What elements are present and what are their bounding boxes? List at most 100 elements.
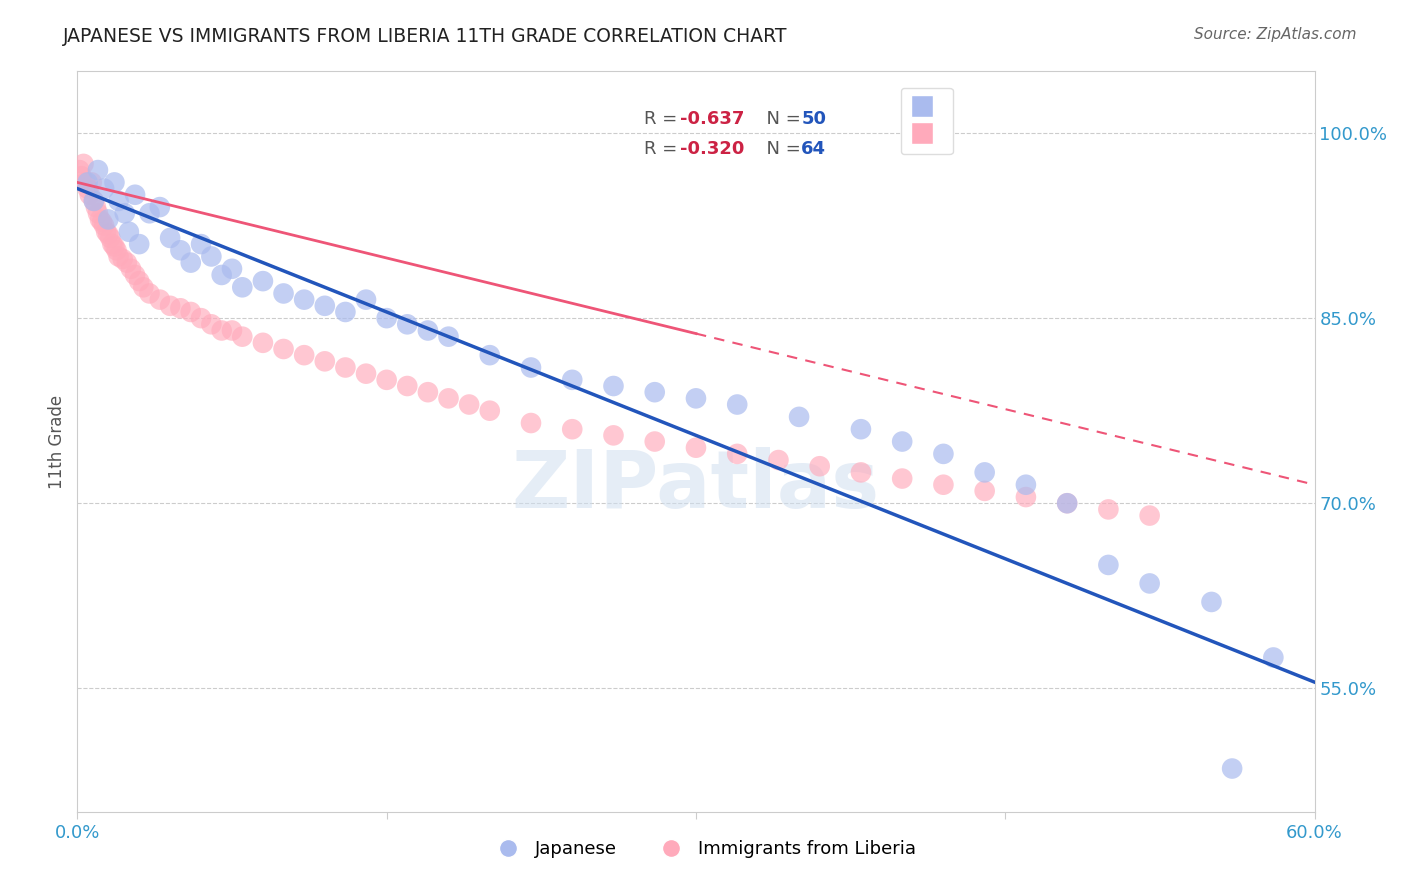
Point (120, 261, 142, 276)
Point (561, 422, 583, 436)
Point (375, 373, 398, 387)
Point (200, 318, 222, 332)
Point (1139, 576, 1161, 591)
Point (602, 428, 624, 442)
Point (111, 252, 134, 266)
Point (1015, 490, 1038, 504)
Point (335, 360, 357, 375)
Point (891, 434, 914, 449)
Text: 50: 50 (801, 111, 827, 128)
Point (76, 181, 98, 195)
Point (72, 157, 94, 171)
Point (107, 250, 129, 264)
Point (93, 181, 115, 195)
Point (1056, 496, 1078, 510)
Point (107, 194, 129, 208)
Point (169, 244, 191, 258)
Point (93, 219, 115, 233)
Point (80, 175, 103, 190)
Point (292, 293, 315, 307)
Point (768, 453, 790, 467)
Text: R =: R = (644, 111, 683, 128)
Point (1139, 508, 1161, 523)
Point (138, 286, 160, 301)
Point (83, 194, 105, 208)
Point (396, 318, 419, 332)
Point (70, 169, 93, 184)
Text: -0.320: -0.320 (681, 140, 744, 158)
Point (273, 286, 295, 301)
Point (1201, 595, 1223, 609)
Point (200, 250, 222, 264)
Text: N =: N = (755, 140, 807, 158)
Point (97, 227, 120, 242)
Text: Source: ZipAtlas.com: Source: ZipAtlas.com (1194, 27, 1357, 42)
Point (273, 342, 295, 356)
Point (1015, 477, 1038, 491)
Point (180, 305, 202, 319)
Point (84, 200, 107, 214)
Point (103, 175, 125, 190)
Point (973, 466, 995, 480)
Point (96, 225, 118, 239)
Point (973, 483, 995, 498)
Point (124, 187, 146, 202)
Point (75, 175, 97, 190)
Point (1220, 762, 1243, 776)
Point (128, 274, 150, 288)
Point (478, 348, 501, 362)
Point (231, 280, 253, 294)
Point (314, 354, 336, 368)
Point (787, 409, 810, 424)
Point (354, 293, 377, 307)
Point (396, 379, 419, 393)
Point (932, 477, 955, 491)
Point (190, 311, 212, 326)
Point (149, 293, 172, 307)
Point (231, 329, 253, 343)
Text: JAPANESE VS IMMIGRANTS FROM LIBERIA 11TH GRADE CORRELATION CHART: JAPANESE VS IMMIGRANTS FROM LIBERIA 11TH… (63, 27, 787, 45)
Point (221, 261, 243, 276)
Point (458, 397, 481, 411)
Point (169, 301, 191, 316)
Point (124, 268, 146, 282)
Point (437, 329, 460, 343)
Point (478, 403, 501, 417)
Point (252, 274, 274, 288)
Point (87, 163, 110, 178)
Point (725, 447, 748, 461)
Point (118, 225, 141, 239)
Text: N =: N = (755, 111, 807, 128)
Point (128, 237, 150, 252)
Point (87, 206, 110, 220)
Point (221, 323, 243, 337)
Point (98, 231, 121, 245)
Point (101, 237, 124, 252)
Legend: , : , (901, 87, 953, 154)
Point (211, 268, 233, 282)
Point (211, 323, 233, 337)
Point (849, 422, 872, 436)
Point (354, 367, 377, 381)
Point (685, 392, 707, 406)
Point (561, 373, 583, 387)
Point (89, 212, 111, 227)
Point (416, 385, 439, 400)
Point (97, 212, 120, 227)
Point (1056, 496, 1078, 510)
Point (849, 466, 872, 480)
Point (103, 239, 125, 253)
Point (83, 194, 105, 208)
Point (644, 385, 666, 400)
Point (180, 255, 202, 269)
Point (115, 255, 138, 269)
Point (67, 163, 90, 178)
Point (685, 441, 707, 455)
Point (79, 187, 101, 202)
Text: 64: 64 (801, 140, 827, 158)
Point (132, 280, 155, 294)
Point (114, 206, 136, 220)
Point (437, 392, 460, 406)
Point (159, 231, 181, 245)
Point (105, 244, 128, 258)
